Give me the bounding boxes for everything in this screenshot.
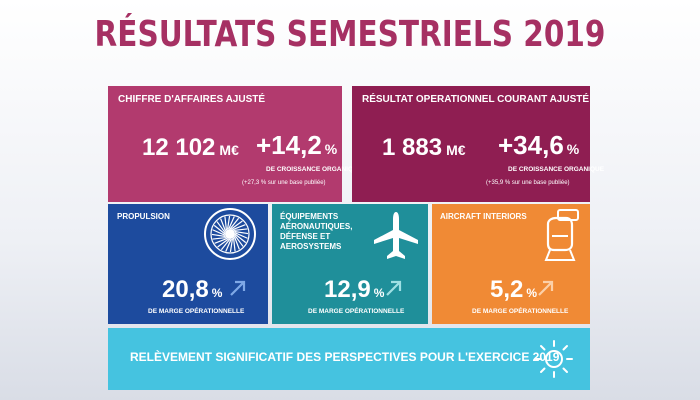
revenue-panel: CHIFFRE D'AFFAIRES AJUSTÉ 12 102 M€ +14,2…	[108, 86, 362, 202]
segment-name: PROPULSION	[117, 212, 170, 221]
revenue-note: (+27,3 % sur une base publiée)	[242, 180, 326, 186]
segment-margin-unit: %	[526, 286, 538, 300]
operating-result-panel: RÉSULTAT OPERATIONNEL COURANT AJUSTÉ 1 8…	[352, 86, 604, 202]
operating-result-growth-unit: %	[566, 141, 580, 157]
segment-margin: 20,8	[162, 276, 209, 303]
revenue-amount: 12 102	[142, 134, 216, 161]
segment-margin-line: 5,2%	[490, 276, 537, 304]
page-title: RÉSULTATS SEMESTRIELS 2019	[94, 14, 606, 55]
segment-margin-line: 12,9%	[324, 276, 384, 304]
segment-margin: 5,2	[490, 276, 524, 303]
airplane-icon	[374, 212, 418, 259]
operating-result-growth-line: +34,6%	[498, 130, 579, 161]
revenue-growth: +14,2	[256, 130, 322, 160]
segment-name: ÉQUIPEMENTS AÉRONAUTIQUES, DÉFENSE ET AE…	[280, 212, 353, 251]
segment-margin-caption: DE MARGE OPÉRATIONNELLE	[308, 308, 405, 315]
segment-margin-unit: %	[373, 286, 385, 300]
segment-margin-caption: DE MARGE OPÉRATIONNELLE	[148, 308, 245, 315]
seat-icon	[544, 209, 579, 261]
operating-result-growth-caption: DE CROISSANCE ORGANIQUE	[508, 166, 605, 173]
operating-result-amount-line: 1 883 M€	[382, 134, 466, 162]
revenue-growth-line: +14,2%	[256, 130, 337, 161]
operating-result-amount: 1 883	[382, 134, 443, 161]
turbine-icon	[204, 208, 256, 260]
revenue-growth-unit: %	[324, 141, 338, 157]
arrow-up-right-icon	[538, 280, 554, 296]
segment-margin-caption: DE MARGE OPÉRATIONNELLE	[472, 308, 569, 315]
segment-margin-unit: %	[211, 286, 223, 300]
revenue-growth-caption: DE CROISSANCE ORGANIQUE	[266, 166, 363, 173]
segment-margin-line: 20,8%	[162, 276, 222, 304]
operating-result-unit: M€	[446, 142, 466, 158]
segment-panel-propulsion: PROPULSION 20,8% DE MARGE OPÉRATIONNELLE	[108, 204, 268, 324]
segment-name: AIRCRAFT INTERIORS	[440, 212, 527, 221]
segment-panel-equipment: ÉQUIPEMENTS AÉRONAUTIQUES, DÉFENSE ET AE…	[272, 204, 428, 324]
segment-margin: 12,9	[324, 276, 371, 303]
operating-result-growth: +34,6	[498, 130, 564, 160]
outlook-banner: RELÈVEMENT SIGNIFICATIF DES PERSPECTIVES…	[108, 328, 590, 390]
sun-icon	[535, 340, 573, 378]
revenue-amount-line: 12 102 M€	[142, 134, 239, 162]
operating-result-note: (+35,9 % sur une base publiée)	[486, 180, 570, 186]
operating-result-label: RÉSULTAT OPERATIONNEL COURANT AJUSTÉ	[362, 94, 590, 105]
revenue-label: CHIFFRE D'AFFAIRES AJUSTÉ	[118, 94, 266, 105]
arrow-up-right-icon	[386, 280, 402, 296]
revenue-unit: M€	[219, 142, 239, 158]
arrow-up-right-icon	[230, 280, 246, 296]
segment-panel-aircraft-interiors: AIRCRAFT INTERIORS 5,2% DE MARGE OPÉRATI…	[432, 204, 590, 324]
outlook-banner-text: RELÈVEMENT SIGNIFICATIF DES PERSPECTIVES…	[130, 350, 560, 364]
